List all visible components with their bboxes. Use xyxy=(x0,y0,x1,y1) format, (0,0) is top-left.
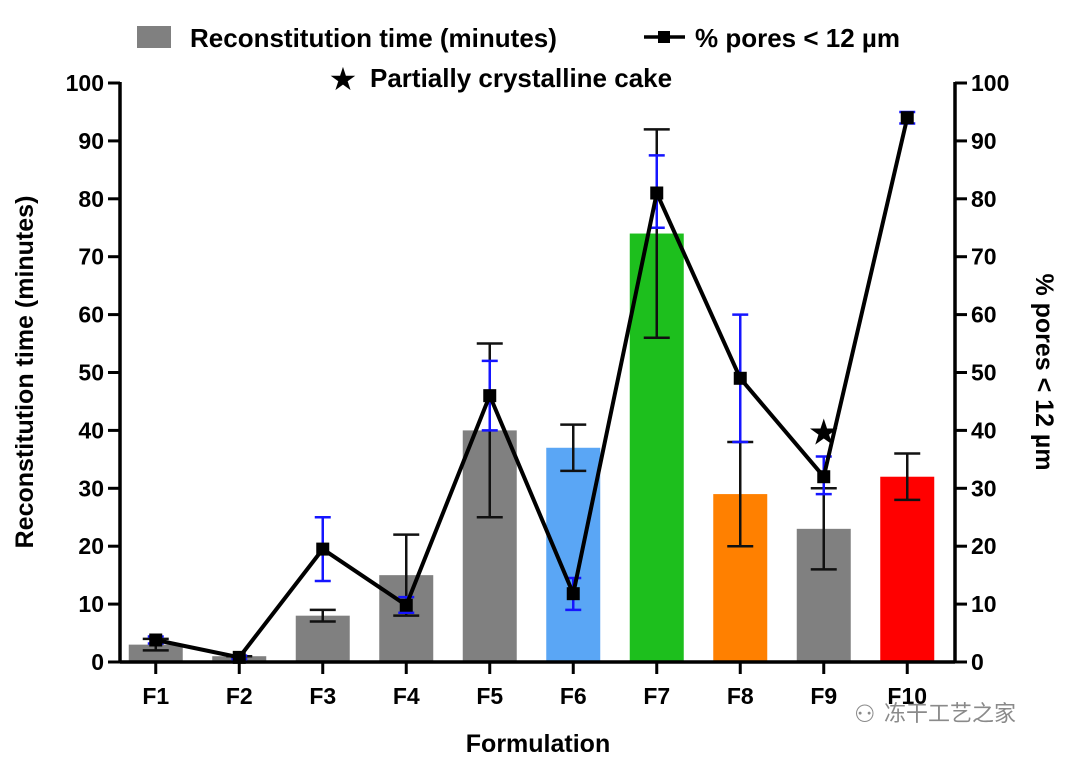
pores-point-F4 xyxy=(399,598,413,612)
pores-point-F9 xyxy=(817,470,831,484)
x-tick-label-F5: F5 xyxy=(476,683,503,709)
bar-F6 xyxy=(546,447,601,662)
bar-F1 xyxy=(128,644,183,662)
bar-F10 xyxy=(880,476,935,662)
y-tick-label: 40 xyxy=(78,417,104,443)
y2-axis-title: % pores < 12 µm xyxy=(1030,273,1058,470)
pores-point-F8 xyxy=(733,371,747,385)
y2-tick-label: 70 xyxy=(971,244,997,270)
x-tick-label-F3: F3 xyxy=(309,683,336,709)
x-tick-label-F7: F7 xyxy=(643,683,670,709)
bar-errorbar-F6 xyxy=(560,423,587,473)
y2-tick-label: 40 xyxy=(971,417,997,443)
y2-tick-label: 0 xyxy=(971,649,984,675)
x-tick-label-F1: F1 xyxy=(142,683,169,709)
pores-line-layer xyxy=(147,110,916,664)
legend-bar-label: Reconstitution time (minutes) xyxy=(190,23,557,53)
bar-F3 xyxy=(295,615,350,662)
pores-point-F7 xyxy=(650,186,664,200)
legend-line-marker xyxy=(658,31,670,43)
pores-point-F10 xyxy=(900,111,914,125)
y-tick-label: 60 xyxy=(78,302,104,328)
pores-line xyxy=(155,117,910,660)
watermark-icon: ⚇ xyxy=(854,701,876,728)
y-tick-label: 0 xyxy=(91,649,104,675)
bars-layer xyxy=(128,233,935,663)
legend-star-icon: ★ xyxy=(329,61,358,97)
legend-star-label: Partially crystalline cake xyxy=(370,63,672,93)
y2-tick-label: 30 xyxy=(971,475,997,501)
y2-tick-label: 20 xyxy=(971,533,997,559)
x-tick-label-F8: F8 xyxy=(727,683,754,709)
axes xyxy=(108,81,967,674)
bar-errorbar-F10 xyxy=(894,452,921,502)
y2-tick-label: 80 xyxy=(971,186,997,212)
pores-point-F6 xyxy=(566,587,580,601)
x-axis-title: Formulation xyxy=(466,730,610,758)
legend-bar-swatch xyxy=(137,26,171,48)
y-tick-label: 20 xyxy=(78,533,104,559)
y-tick-label: 30 xyxy=(78,475,104,501)
legend-line-label: % pores < 12 µm xyxy=(695,23,900,53)
y-tick-label: 80 xyxy=(78,186,104,212)
bar-errorbar-F3 xyxy=(309,608,336,623)
x-tick-label-F4: F4 xyxy=(393,683,420,709)
legend: Reconstitution time (minutes) % pores < … xyxy=(137,23,900,97)
pores-point-F2 xyxy=(232,650,246,664)
y2-tick-label: 90 xyxy=(971,128,997,154)
y-tick-label: 70 xyxy=(78,244,104,270)
x-tick-label-F9: F9 xyxy=(810,683,837,709)
pores-point-F1 xyxy=(149,633,163,647)
annotation-layer: ★ xyxy=(808,411,840,452)
y2-tick-label: 10 xyxy=(971,591,997,617)
x-tick-label-F10: F10 xyxy=(887,683,927,709)
x-tick-label-F2: F2 xyxy=(226,683,253,709)
pores-point-F5 xyxy=(483,389,497,403)
watermark-text: 冻干工艺之家 xyxy=(884,701,1016,726)
y2-tick-label: 100 xyxy=(971,70,1009,96)
crystalline-star-icon: ★ xyxy=(808,411,840,452)
x-tick-label-F6: F6 xyxy=(560,683,587,709)
y-tick-label: 50 xyxy=(78,360,104,386)
y-tick-label: 100 xyxy=(66,70,104,96)
y-tick-label: 90 xyxy=(78,128,104,154)
pores-point-F3 xyxy=(316,542,330,556)
y2-tick-label: 60 xyxy=(971,302,997,328)
y-tick-label: 10 xyxy=(78,591,104,617)
y2-tick-label: 50 xyxy=(971,360,997,386)
labels-layer: 0 10 20 30 40 50 60 70 80 90 100 0 10 20 30 40 50 60 70 80 9… xyxy=(66,70,1010,709)
y-axis-title: Reconstitution time (minutes) xyxy=(11,196,39,549)
